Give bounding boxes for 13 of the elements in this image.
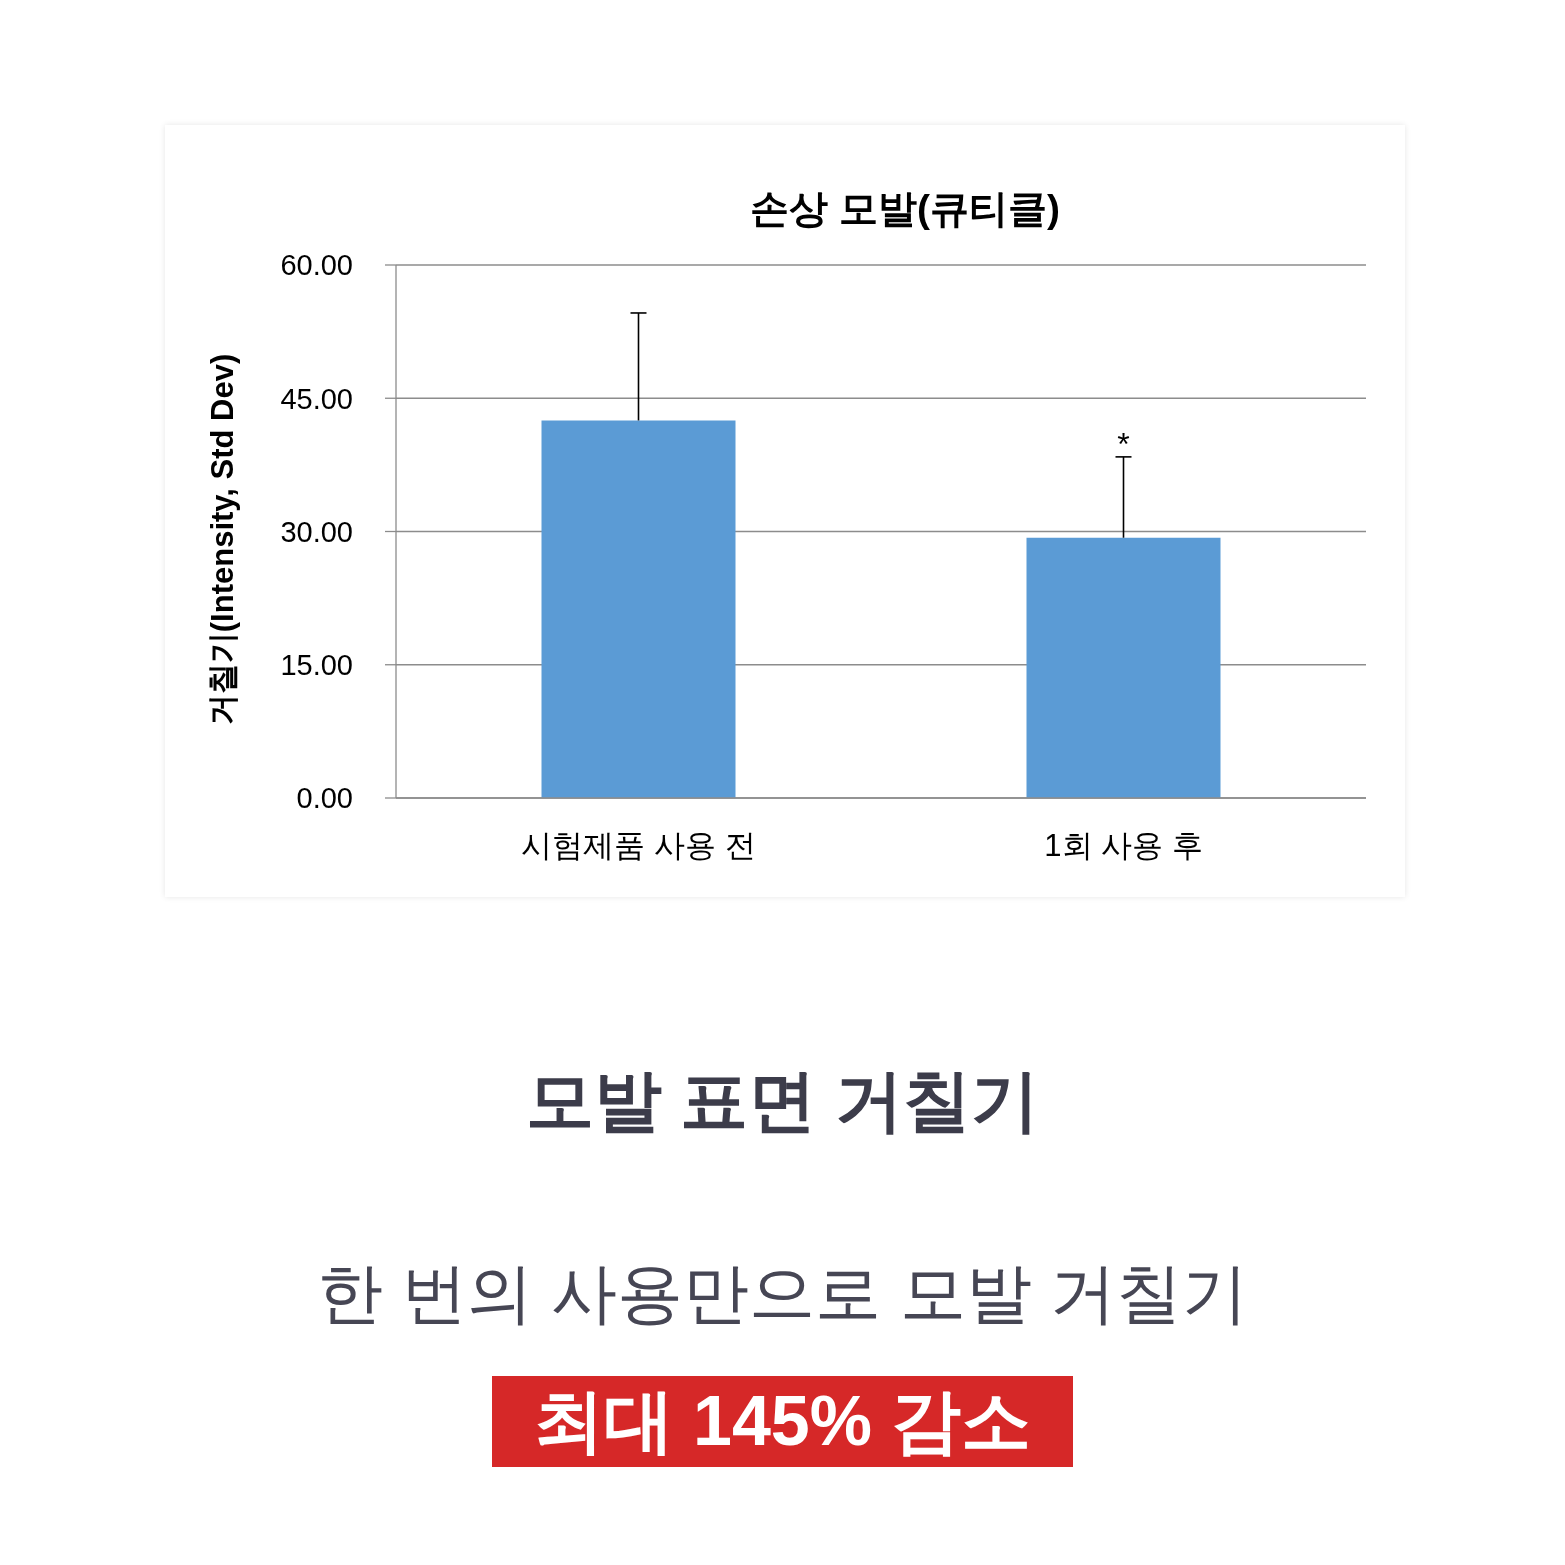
y-tick-label: 30.00 — [280, 515, 353, 548]
y-tick-label: 45.00 — [280, 382, 353, 415]
text: 한 번의 사용만으로 모발 거칠기 — [315, 1255, 1250, 1332]
y-axis-title: 거칠기(Intensity, Std Dev) — [204, 353, 240, 726]
text: 모발 표면 거칠기 — [524, 1061, 1041, 1140]
x-tick-label: 1회 사용 후 — [1044, 828, 1203, 864]
y-tick-label: 0.00 — [296, 782, 353, 815]
y-tick-label: 15.00 — [280, 649, 353, 682]
banner: 최대 145% 감소 — [491, 1376, 1074, 1467]
annotation: * — [1117, 425, 1130, 462]
x-tick-label: 시험제품 사용 전 — [521, 828, 756, 864]
y-tick-label: 60.00 — [280, 249, 353, 282]
chart-title: 손상 모발(큐티클) — [749, 186, 1061, 232]
